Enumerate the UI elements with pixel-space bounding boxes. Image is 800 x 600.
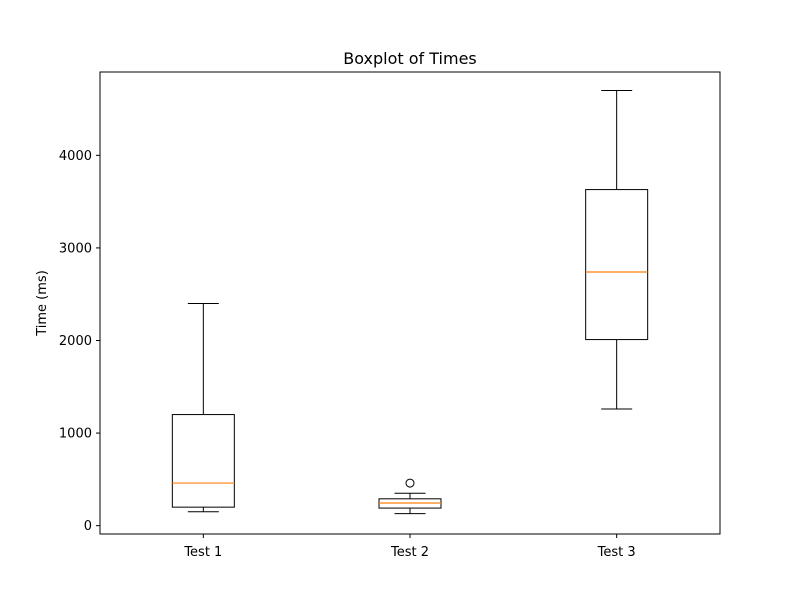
plot-area: 0 1000 2000 3000 4000 Test 1 Test 2 Test 3 [59, 90, 649, 560]
y-tick-label: 2000 [59, 334, 92, 349]
y-tick-label: 0 [84, 519, 92, 534]
x-tick-label: Test 2 [390, 545, 429, 560]
y-tick-label: 3000 [59, 241, 92, 256]
x-tick-label: Test 3 [597, 545, 636, 560]
box-iqr [585, 189, 649, 341]
y-tick-label: 4000 [59, 149, 92, 164]
chart-title: Boxplot of Times [343, 49, 477, 68]
axes-frame [99, 71, 721, 535]
y-tick-label: 1000 [59, 427, 92, 442]
outlier-point [405, 478, 415, 488]
x-tick-label: Test 1 [183, 545, 222, 560]
y-axis-label: Time (ms) [35, 270, 50, 337]
box-iqr [171, 414, 235, 508]
